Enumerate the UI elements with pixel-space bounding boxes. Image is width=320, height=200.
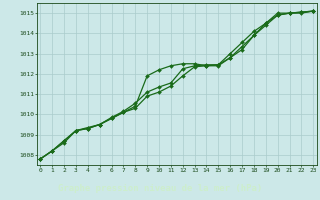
Text: Graphe pression niveau de la mer (hPa): Graphe pression niveau de la mer (hPa) <box>58 184 262 193</box>
